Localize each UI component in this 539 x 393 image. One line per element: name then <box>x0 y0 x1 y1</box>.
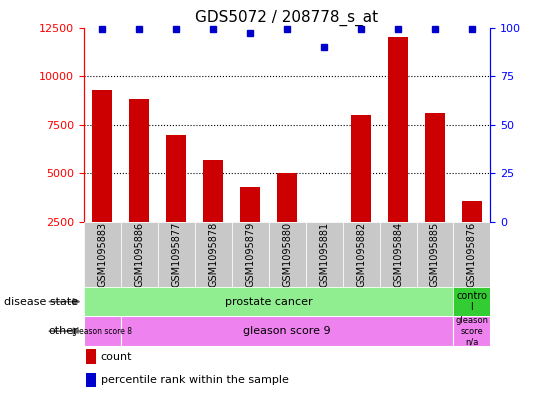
Text: GSM1095883: GSM1095883 <box>97 222 107 287</box>
Bar <box>121 316 453 346</box>
Text: gleason score 8: gleason score 8 <box>72 327 132 336</box>
Bar <box>86 373 96 387</box>
Bar <box>195 222 232 287</box>
Text: count: count <box>101 352 132 362</box>
Text: percentile rank within the sample: percentile rank within the sample <box>101 375 288 385</box>
Bar <box>462 201 482 271</box>
Title: GDS5072 / 208778_s_at: GDS5072 / 208778_s_at <box>196 10 378 26</box>
Bar <box>351 115 371 271</box>
Bar <box>379 222 417 287</box>
Bar <box>277 173 297 271</box>
Bar <box>453 222 490 287</box>
Bar <box>240 187 260 271</box>
Text: gleason score 9: gleason score 9 <box>243 326 331 336</box>
Bar <box>166 134 186 271</box>
Bar <box>84 316 121 346</box>
Text: contro
l: contro l <box>457 291 487 312</box>
Bar <box>342 222 379 287</box>
Text: GSM1095886: GSM1095886 <box>134 222 144 287</box>
Text: GSM1095882: GSM1095882 <box>356 222 366 287</box>
Text: GSM1095877: GSM1095877 <box>171 222 181 287</box>
Bar <box>417 222 453 287</box>
Bar <box>203 160 223 271</box>
Bar <box>129 99 149 271</box>
Text: disease state: disease state <box>4 297 78 307</box>
Bar <box>453 287 490 316</box>
Bar <box>268 222 306 287</box>
Bar <box>314 226 334 271</box>
Bar <box>306 222 342 287</box>
Bar <box>84 222 121 287</box>
Text: GSM1095876: GSM1095876 <box>467 222 477 287</box>
Text: GSM1095884: GSM1095884 <box>393 222 403 287</box>
Text: GSM1095881: GSM1095881 <box>319 222 329 287</box>
Bar <box>388 37 408 271</box>
Text: gleason
score
n/a: gleason score n/a <box>455 316 488 346</box>
Bar <box>453 316 490 346</box>
Text: GSM1095878: GSM1095878 <box>208 222 218 287</box>
Bar <box>425 113 445 271</box>
Text: GSM1095885: GSM1095885 <box>430 222 440 287</box>
Bar <box>232 222 268 287</box>
Bar <box>86 349 96 364</box>
Bar <box>121 222 157 287</box>
Text: GSM1095879: GSM1095879 <box>245 222 255 287</box>
Text: other: other <box>49 326 78 336</box>
Text: prostate cancer: prostate cancer <box>225 297 312 307</box>
Bar <box>157 222 195 287</box>
Text: GSM1095880: GSM1095880 <box>282 222 292 287</box>
Bar <box>92 90 112 271</box>
